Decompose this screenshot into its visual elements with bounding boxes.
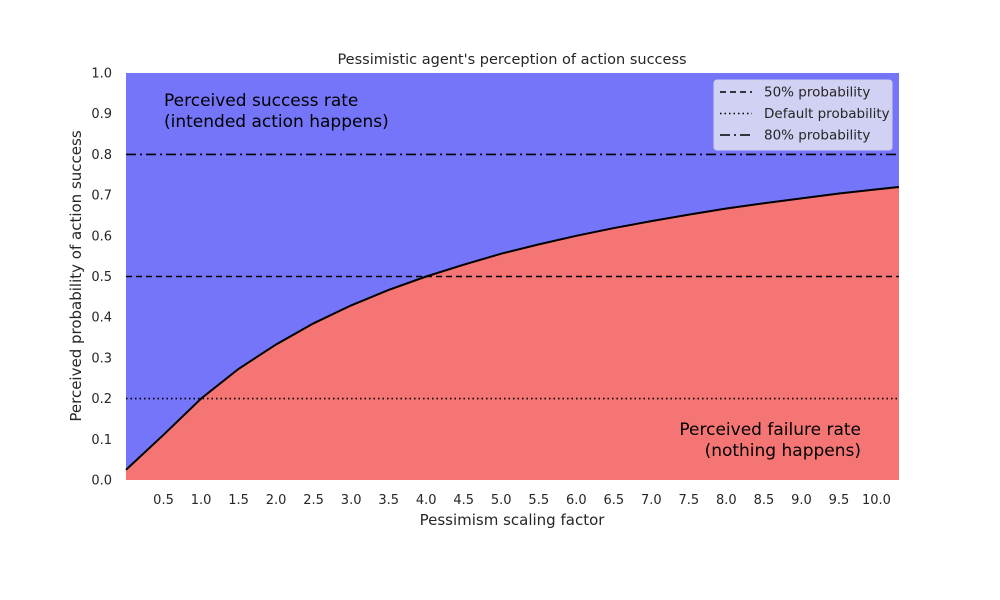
- y-axis-label: Perceived probability of action success: [67, 130, 85, 421]
- x-tick-label: 4.5: [453, 493, 474, 508]
- x-tick-label: 7.0: [641, 493, 662, 508]
- y-axis-ticks: 0.0 0.1 0.2 0.3 0.4 0.5 0.6 0.7 0.8 0.9 1.0: [91, 67, 112, 489]
- perception-curve: [125, 185, 900, 471]
- success-region-label-line2: (intended action happens): [164, 112, 389, 132]
- x-axis-label: Pessimism scaling factor: [420, 511, 606, 529]
- x-tick-label: 0.5: [153, 493, 174, 508]
- x-tick-label: 2.5: [303, 493, 324, 508]
- y-tick-label: 0.4: [91, 311, 112, 326]
- legend: 50% probability Default probability 80% pr…: [713, 79, 893, 151]
- x-tick-label: 10.0: [862, 493, 891, 508]
- x-tick-label: 5.5: [528, 493, 549, 508]
- y-tick-label: 0.9: [91, 107, 112, 122]
- legend-box: [713, 79, 893, 151]
- legend-entry: 50% probability: [764, 85, 870, 101]
- y-tick-label: 0.1: [91, 433, 112, 448]
- legend-entry: Default probability: [764, 106, 890, 122]
- failure-region-label-line1: Perceived failure rate: [679, 420, 861, 440]
- x-tick-label: 8.0: [716, 493, 737, 508]
- x-axis-ticks: 0.5 1.0 1.5 2.0 2.5 3.0 3.5 4.0 4.5 5.0 5.5 6.0 6.5 7…: [153, 493, 891, 508]
- x-tick-label: 3.0: [341, 493, 362, 508]
- x-tick-label: 1.5: [228, 493, 249, 508]
- y-tick-label: 0.2: [91, 392, 112, 407]
- y-tick-label: 0.5: [91, 270, 112, 285]
- x-tick-label: 7.5: [679, 493, 700, 508]
- y-tick-label: 0.7: [91, 189, 112, 204]
- x-tick-label: 4.0: [416, 493, 437, 508]
- y-tick-label: 0.8: [91, 148, 112, 163]
- legend-entry: 80% probability: [764, 128, 870, 144]
- x-tick-label: 8.5: [754, 493, 775, 508]
- x-tick-label: 2.0: [266, 493, 287, 508]
- x-tick-label: 3.5: [378, 493, 399, 508]
- x-tick-label: 9.5: [829, 493, 850, 508]
- x-tick-label: 9.0: [791, 493, 812, 508]
- y-tick-label: 0.0: [91, 474, 112, 489]
- x-tick-label: 5.0: [491, 493, 512, 508]
- y-tick-label: 0.3: [91, 351, 112, 366]
- y-tick-label: 1.0: [91, 67, 112, 82]
- chart-title: Pessimistic agent's perception of action…: [337, 52, 686, 68]
- x-tick-label: 6.0: [566, 493, 587, 508]
- x-tick-label: 6.5: [603, 493, 624, 508]
- success-region-label-line1: Perceived success rate: [164, 91, 358, 111]
- x-tick-label: 1.0: [191, 493, 212, 508]
- y-tick-label: 0.6: [91, 229, 112, 244]
- failure-region: [126, 186, 899, 480]
- failure-region-label-line2: (nothing happens): [705, 441, 861, 461]
